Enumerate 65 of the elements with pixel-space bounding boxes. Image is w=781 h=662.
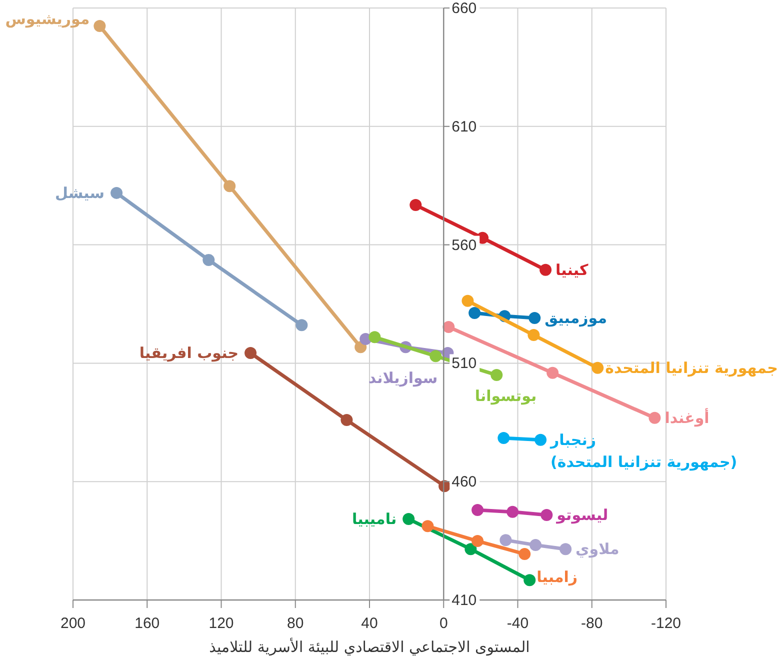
point <box>498 432 510 444</box>
point <box>540 508 553 521</box>
series-label: بوتسوانا <box>474 387 537 406</box>
xtick: 80 <box>287 615 304 632</box>
point <box>110 186 123 199</box>
point <box>528 329 540 342</box>
series-label: سوازيلاند <box>368 369 438 388</box>
point <box>648 412 661 424</box>
series-label: زامبيا <box>536 568 578 586</box>
xtick: -120 <box>650 615 682 632</box>
series-label: جمهورية تنزانيا المتحدة <box>605 358 778 377</box>
point <box>462 294 474 307</box>
series-label: ليسوتو <box>556 506 608 524</box>
point <box>442 320 455 333</box>
point <box>368 331 381 344</box>
point <box>464 543 477 556</box>
series-label: موريشيوس <box>5 10 90 28</box>
point <box>410 199 422 212</box>
point <box>524 574 536 586</box>
ytick: 610 <box>452 118 477 136</box>
ytick: 510 <box>452 355 477 372</box>
xtick: 40 <box>361 615 378 632</box>
point <box>94 20 106 32</box>
ytick: 560 <box>452 236 477 254</box>
point <box>202 254 215 266</box>
point <box>534 434 547 446</box>
series-label: سيشل <box>55 184 105 202</box>
series-label: ناميبيا <box>352 510 397 528</box>
point <box>340 414 353 426</box>
point <box>430 350 442 362</box>
point <box>518 548 531 560</box>
point <box>422 520 434 532</box>
point <box>592 362 604 374</box>
xtick: 200 <box>60 615 86 632</box>
ytick: 410 <box>452 592 477 609</box>
ytick: 460 <box>452 474 477 491</box>
point <box>500 534 512 546</box>
series-label: أوغندا <box>664 408 710 427</box>
xtick: 0 <box>439 615 448 632</box>
series-label: كينيا <box>556 260 588 279</box>
point <box>296 319 308 332</box>
series-label: (جمهورية تنزانيا المتحدة) <box>550 452 738 471</box>
point <box>560 543 572 556</box>
series-label: ملاوي <box>576 540 620 558</box>
xtick: 120 <box>208 615 234 632</box>
point <box>244 347 257 360</box>
point <box>546 366 559 379</box>
point <box>506 506 519 518</box>
xtick: -80 <box>581 615 603 632</box>
point <box>468 307 481 319</box>
series-label: جنوب افريقيا <box>139 344 239 362</box>
point <box>528 312 541 324</box>
point <box>472 535 484 548</box>
xtick: -40 <box>506 615 529 632</box>
xtick: 160 <box>134 615 160 632</box>
xlabel: المستوى الاجتماعي الاقتصادي للبيئة الأسرية للتلاميذ <box>209 638 530 656</box>
point <box>402 513 415 526</box>
point <box>472 504 484 516</box>
series-label: موزمبيق <box>544 308 607 327</box>
point <box>224 180 236 192</box>
point <box>540 264 552 276</box>
point <box>530 539 542 552</box>
ytick: 660 <box>452 0 477 17</box>
point <box>490 369 503 382</box>
series-label: زنجبار <box>550 430 596 449</box>
